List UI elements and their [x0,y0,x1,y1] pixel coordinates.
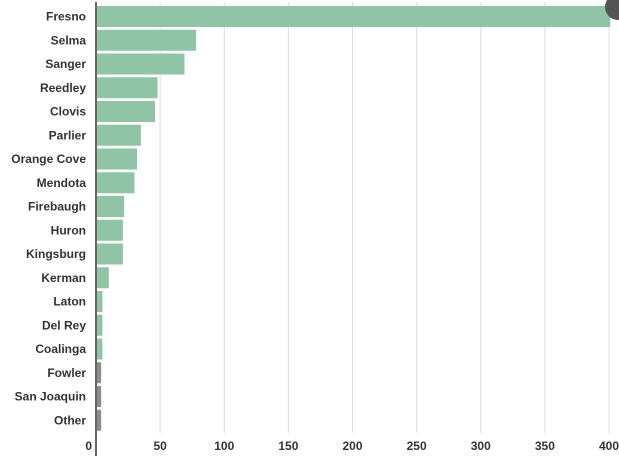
x-tick-label: 150 [278,439,298,453]
category-label: Sanger [45,57,86,71]
bar[interactable] [97,409,102,431]
bar[interactable] [97,291,103,312]
category-label: Reedley [40,81,86,95]
bar[interactable] [97,53,185,75]
category-label: Fowler [47,366,86,380]
category-label: Coalinga [35,342,86,356]
category-label: Selma [51,33,87,47]
category-label: Other [54,413,86,427]
category-label: Kingsburg [26,247,86,261]
category-label: Huron [51,223,86,237]
bar[interactable] [97,314,103,336]
bar[interactable] [97,172,135,194]
bar[interactable] [97,362,102,384]
category-label: Laton [53,295,86,309]
bar[interactable] [97,196,125,217]
bar[interactable] [97,6,611,27]
category-label: Kerman [41,271,86,285]
x-tick-label: 50 [153,439,167,453]
bar[interactable] [97,101,155,122]
x-tick-label: 250 [407,439,427,453]
x-tick-label: 0 [85,439,92,453]
bar[interactable] [97,338,103,360]
bar[interactable] [97,29,197,51]
category-label: Parlier [49,128,87,142]
bars-group [97,6,611,431]
category-label: Clovis [50,105,86,119]
corner-button[interactable] [605,0,619,20]
x-tick-label: 300 [471,439,491,453]
bar[interactable] [97,386,102,407]
category-label: San Joaquin [15,390,86,404]
bar[interactable] [97,124,141,146]
x-tick-label: 400 [599,439,619,453]
category-label: Firebaugh [28,200,86,214]
grid-lines [159,2,610,433]
bar[interactable] [97,267,109,289]
category-labels: Fresno Selma Sanger Reedley Clovis Parlier Ora… [11,10,86,428]
bar[interactable] [97,77,158,99]
category-label: Orange Cove [11,152,86,166]
category-label: Del Rey [42,318,86,332]
x-tick-label: 200 [342,439,362,453]
category-label: Mendota [37,176,87,190]
category-label: Fresno [46,10,86,24]
bar[interactable] [97,148,138,170]
x-tick-label: 350 [535,439,555,453]
bar[interactable] [97,219,123,241]
x-tick-labels: 0 50 100 150 200 250 300 350 400 [85,439,619,453]
bar[interactable] [97,243,123,265]
x-tick-label: 100 [214,439,234,453]
